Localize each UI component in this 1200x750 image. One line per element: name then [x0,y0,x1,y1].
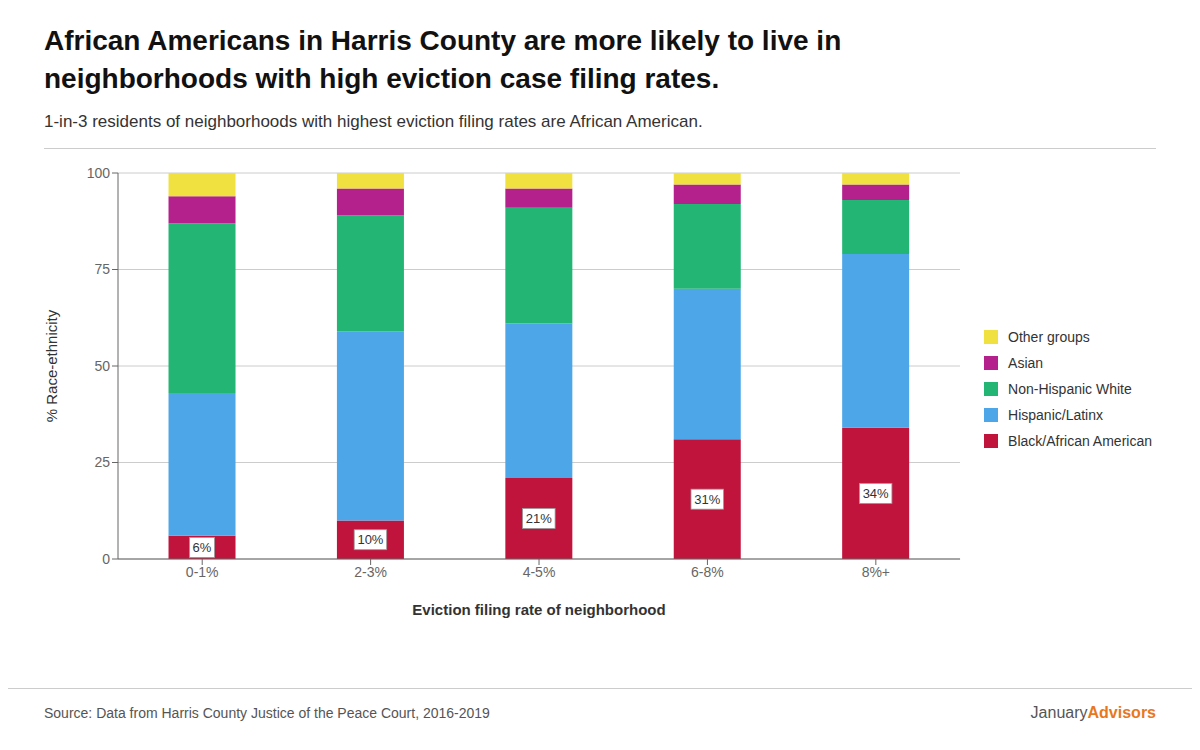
html-text:Hispanic/Latinx: Hispanic/Latinx [1008,407,1103,423]
svg-text:75: 75 [94,261,110,277]
svg-text:0: 0 [102,551,110,567]
svg-text:21%: 21% [526,511,552,526]
svg-text:31%: 31% [694,492,720,507]
svg-text:10%: 10% [357,532,383,547]
html-text:1-in-3 residents of neighborho: 1-in-3 residents of neighborhoods with h… [44,112,703,131]
svg-text:2-3%: 2-3% [354,564,387,580]
svg-text:100: 100 [87,165,111,181]
html-text:Non-Hispanic White: Non-Hispanic White [1008,381,1132,397]
svg-text:6-8%: 6-8% [691,564,724,580]
svg-text:Eviction filing rate of neighb: Eviction filing rate of neighborhood [412,601,665,618]
svg-text:8%+: 8%+ [862,564,890,580]
svg-text:50: 50 [94,358,110,374]
svg-text:6%: 6% [193,540,212,555]
svg-text:4-5%: 4-5% [523,564,556,580]
svg-text:25: 25 [94,454,110,470]
svg-text:34%: 34% [863,486,889,501]
html-text:Black/African American: Black/African American [1008,433,1152,449]
html-text:African Americans in Harris Co: African Americans in Harris County are m… [44,25,842,56]
html-text:neighborhoods with high evicti: neighborhoods with high eviction case fi… [44,63,720,94]
svg-text:0-1%: 0-1% [186,564,219,580]
html-text:Source: Data from Harris Count: Source: Data from Harris County Justice … [44,705,490,721]
svg-text:% Race-ethnicity: % Race-ethnicity [43,309,60,422]
html-text:Asian: Asian [1008,355,1044,371]
html-text:January Advisors: January Advisors [1030,704,1156,721]
html-text:Other groups: Other groups [1008,329,1090,345]
